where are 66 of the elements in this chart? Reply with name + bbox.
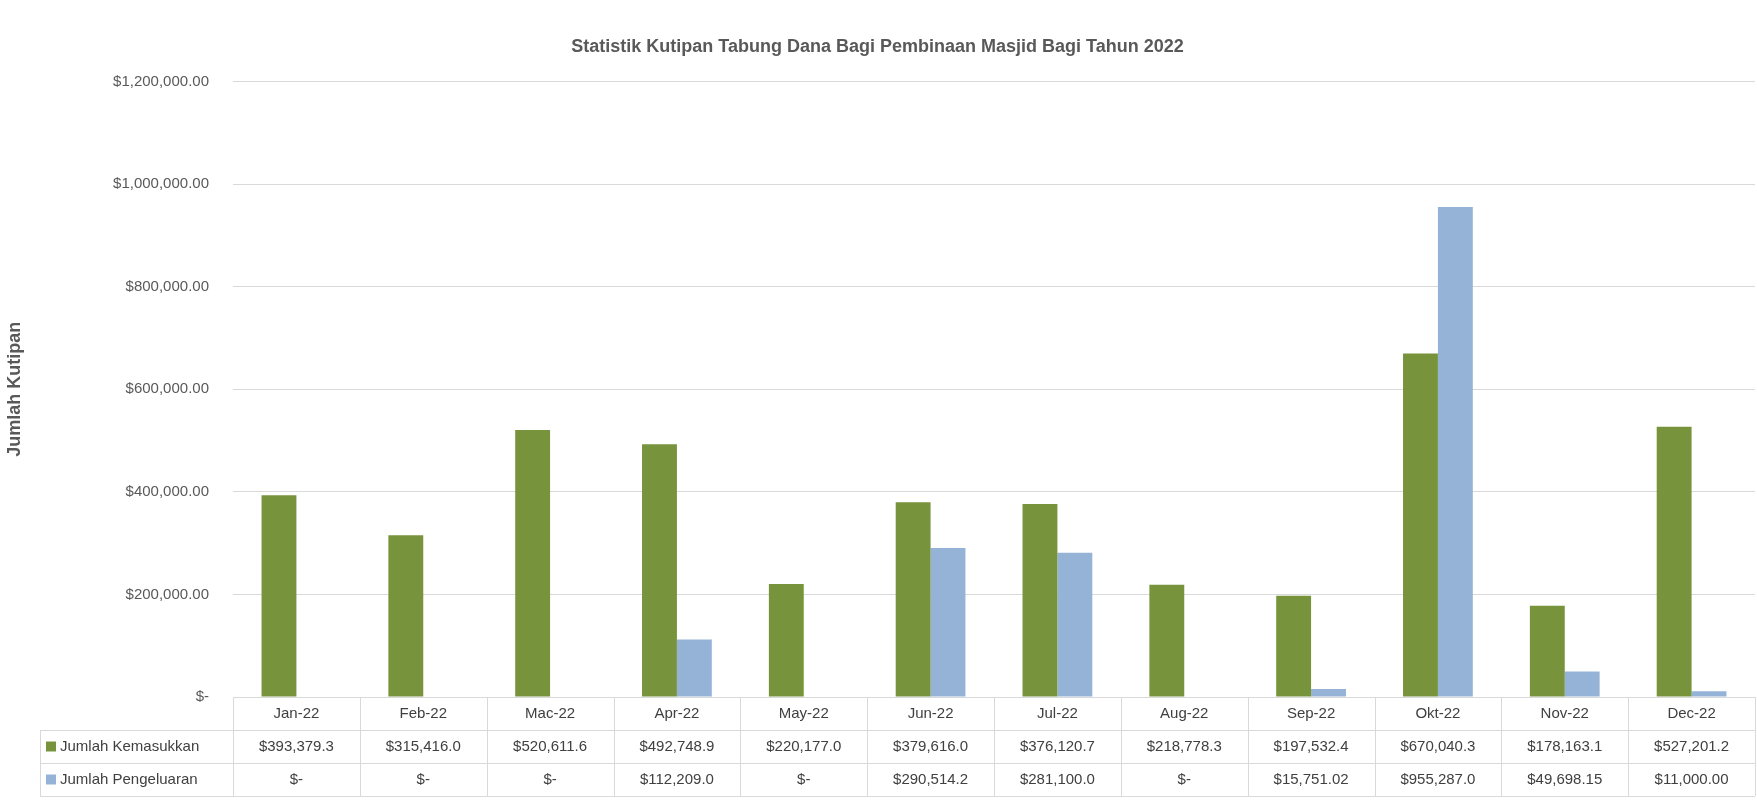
legend-label: Jumlah Kemasukkan (60, 736, 200, 754)
data-label: $315,416.0 (385, 736, 461, 754)
y-tick-label: $1,200,000.00 (113, 71, 209, 89)
data-label: $197,532.4 (1273, 736, 1349, 754)
x-tick-label: Jun-22 (907, 703, 954, 721)
y-tick-label: $1,000,000.00 (113, 174, 209, 192)
data-label: $- (543, 769, 557, 787)
data-label: $379,616.0 (893, 736, 969, 754)
x-tick-label: Feb-22 (399, 703, 448, 721)
x-tick-label: Nov-22 (1540, 703, 1589, 721)
bar (1437, 207, 1473, 697)
y-tick-label: $600,000.00 (125, 379, 209, 397)
data-label: $376,120.7 (1019, 736, 1095, 754)
x-tick-label: Jul-22 (1036, 703, 1078, 721)
bar (768, 584, 804, 697)
bar (515, 430, 551, 697)
bar (1564, 671, 1600, 697)
x-tick-label: Sep-22 (1286, 703, 1336, 721)
data-label: $178,163.1 (1527, 736, 1603, 754)
chart-title: Statistik Kutipan Tabung Dana Bagi Pembinaan Masjid Bagi Tahun 2022 (571, 35, 1184, 56)
data-label: $15,751.02 (1273, 769, 1349, 787)
x-tick-label: Aug-22 (1160, 703, 1209, 721)
data-label: $527,201.2 (1654, 736, 1730, 754)
data-label: $281,100.0 (1019, 769, 1095, 787)
bar (388, 535, 424, 697)
legend-label: Jumlah Pengeluaran (60, 769, 198, 787)
bar (1691, 691, 1727, 697)
data-label: $955,287.0 (1400, 769, 1476, 787)
data-label: $- (1177, 769, 1191, 787)
data-label: $492,748.9 (639, 736, 715, 754)
bar (930, 548, 966, 697)
x-tick-label: Dec-22 (1667, 703, 1716, 721)
bar (261, 495, 297, 697)
data-label: $290,514.2 (893, 769, 969, 787)
data-label: $- (289, 769, 304, 787)
bar (895, 502, 931, 697)
x-tick-label: May-22 (778, 703, 829, 721)
bar (676, 639, 712, 697)
x-tick-label: Mac-22 (525, 703, 576, 721)
bar (1022, 504, 1058, 697)
bar (1057, 552, 1093, 697)
data-label: $670,040.3 (1400, 736, 1476, 754)
x-tick-label: Jan-22 (273, 703, 320, 721)
y-axis-title: Jumlah Kutipan (3, 321, 24, 457)
data-label: $- (797, 769, 811, 787)
y-tick-label: $200,000.00 (125, 584, 209, 602)
bar (1276, 595, 1312, 697)
bar (1656, 426, 1692, 697)
bar (1149, 584, 1185, 697)
y-tick-label: $800,000.00 (125, 276, 209, 294)
y-tick-label: $- (195, 687, 209, 705)
data-label: $112,209.0 (639, 769, 714, 787)
bar (642, 444, 677, 697)
bar (1529, 605, 1565, 697)
data-label: $520,611.6 (513, 736, 588, 754)
data-label: $11,000.00 (1654, 769, 1729, 787)
data-label: $220,177.0 (766, 736, 842, 754)
data-label: $49,698.15 (1527, 769, 1603, 787)
x-tick-label: Okt-22 (1415, 703, 1461, 721)
data-label: $393,379.3 (258, 736, 334, 754)
x-tick-label: Apr-22 (654, 703, 700, 721)
data-label: $218,778.3 (1146, 736, 1222, 754)
data-label: $- (416, 769, 430, 787)
bar (1311, 688, 1346, 697)
y-tick-label: $400,000.00 (125, 482, 209, 500)
bar (1403, 353, 1438, 697)
